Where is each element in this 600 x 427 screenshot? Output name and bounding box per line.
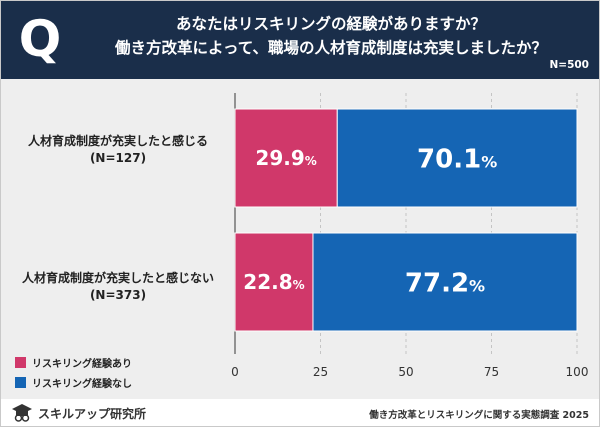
q-badge: Q (18, 10, 62, 68)
legend-item-2: リスキリング経験なし (15, 375, 132, 390)
category-name-2: 人材育成制度が充実したと感じない (21, 271, 214, 285)
logo-text: スキルアップ研究所 (38, 406, 147, 421)
legend-item-1: リスキリング経験あり (15, 355, 132, 370)
legend-swatch-1 (15, 356, 26, 368)
bar-1-without-experience (336, 108, 578, 208)
logo: スキルアップ研究所 (11, 402, 146, 424)
bar-chart: 0 25 50 75 100 29.9% 70.1% 22.8% 77.2% (231, 93, 589, 379)
data-label-1-1: 29.9% (255, 146, 316, 170)
source-text: 働き方改革とリスキリングに関する実態調査 2025 (369, 410, 589, 421)
question-header: Q あなたはリスキリングの経験がありますか？ 働き方改革によって、職場の人材育成… (1, 1, 599, 79)
data-label-1-2: 70.1% (417, 144, 497, 174)
bar-2-without-experience (312, 232, 578, 332)
category-label-1: 人材育成制度が充実したと感じる (N=127) (7, 133, 229, 167)
legend-label-2: リスキリング経験なし (32, 378, 132, 390)
category-name-1: 人材育成制度が充実したと感じる (27, 134, 208, 148)
x-tick-label-50: 50 (398, 365, 413, 379)
category-n-1: (N=127) (89, 151, 147, 165)
x-tick-label-25: 25 (313, 365, 328, 379)
chart-area: 0 25 50 75 100 29.9% 70.1% 22.8% 77.2% 人材育成制度が充実… (1, 79, 599, 399)
x-tick-label-0: 0 (231, 365, 239, 379)
x-tick-label-100: 100 (566, 365, 589, 379)
footer: スキルアップ研究所 働き方改革とリスキリングに関する実態調査 2025 (1, 399, 599, 426)
legend-label-1: リスキリング経験あり (32, 358, 132, 370)
category-n-2: (N=373) (89, 288, 147, 302)
legend-swatch-2 (15, 376, 26, 388)
sample-size: N=500 (549, 59, 589, 71)
bar-1-with-experience (234, 108, 338, 208)
bar-2-with-experience (234, 232, 314, 332)
graduation-cap-icon (12, 404, 32, 422)
data-label-2-2: 77.2% (405, 268, 485, 298)
x-tick-label-75: 75 (484, 365, 499, 379)
title-line-2: 働き方改革によって、職場の人材育成制度は充実しましたか？ (115, 39, 547, 57)
category-label-2: 人材育成制度が充実したと感じない (N=373) (7, 270, 229, 304)
title-line-1: あなたはリスキリングの経験がありますか？ (175, 15, 486, 33)
data-label-2-1: 22.8% (243, 270, 304, 294)
